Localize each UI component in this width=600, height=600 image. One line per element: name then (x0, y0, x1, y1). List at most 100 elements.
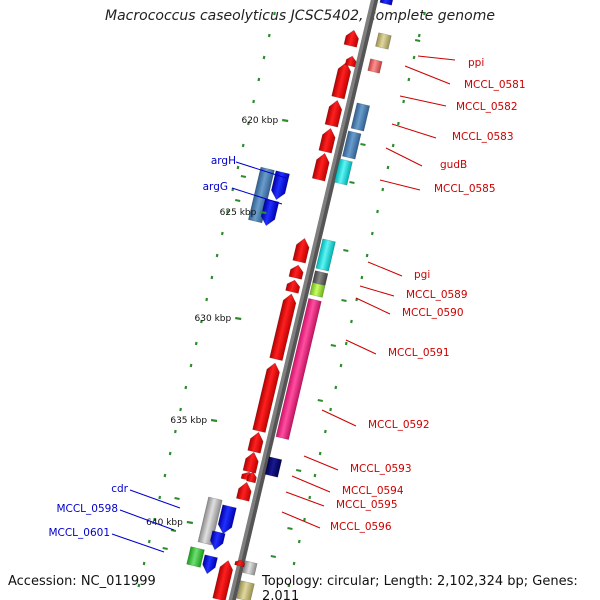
gene-gray-1-shape (242, 560, 258, 576)
tick-mark (281, 118, 289, 123)
gene-khaki-1 (375, 32, 392, 50)
reverse-label-leader (281, 511, 321, 529)
gene-gray-cdr (197, 496, 223, 546)
forward-label-leader (119, 509, 175, 531)
guide-dot (297, 539, 301, 544)
guide-dot (365, 253, 369, 258)
guide-dot (386, 165, 390, 170)
gene-red-8-shape (285, 279, 301, 294)
guide-dot (417, 33, 421, 38)
gene-blue-top (379, 0, 396, 6)
gene-steel-1 (350, 102, 371, 132)
gene-red-small-3-shape (234, 559, 246, 568)
forward-label-leader (231, 187, 283, 205)
gene-red-12-shape (242, 451, 259, 474)
genome-summary-text: Topology: circular; Length: 2,102,324 bp… (262, 574, 578, 600)
feature-dash (343, 249, 349, 252)
reverse-gene-label: pgi (414, 269, 430, 281)
gene-red-3 (324, 99, 343, 128)
figure-title: Macrococcus caseolyticus JCSC5402, compl… (105, 8, 495, 24)
gene-red-small-3 (234, 559, 246, 568)
guide-dot (308, 495, 312, 500)
reverse-label-leader (303, 455, 339, 471)
gene-blue-0601-shape (202, 554, 218, 575)
gene-cyan-2 (315, 238, 336, 272)
gene-red-small-1-shape (344, 55, 357, 68)
guide-dot (215, 253, 219, 258)
guide-dot (236, 165, 240, 170)
reverse-gene-label: MCCL_0591 (388, 347, 450, 359)
genome-backbone (228, 0, 379, 600)
gene-red-2 (331, 62, 352, 100)
gene-red-11-shape (247, 431, 264, 454)
gene-red-15-shape (212, 560, 234, 600)
reverse-label-leader (355, 297, 391, 315)
gene-steel-argH-shape (247, 166, 275, 224)
gene-navy-1-shape (264, 456, 283, 478)
gene-red-10 (252, 362, 280, 433)
reverse-gene-label: MCCL_0582 (456, 101, 518, 113)
reverse-label-leader (345, 339, 377, 355)
gene-features (186, 0, 396, 600)
guide-dot (247, 121, 250, 126)
reverse-gene-label: MCCL_0585 (434, 183, 496, 195)
feature-dash (317, 399, 323, 402)
gene-blue-cdr (217, 504, 237, 535)
gene-red-small-2 (246, 471, 257, 484)
reverse-gene-label: MCCL_0583 (452, 131, 514, 143)
forward-gene-label: cdr (111, 483, 128, 495)
gene-red-6 (292, 237, 310, 264)
forward-gene-label: argG (203, 181, 228, 193)
gene-cyan-1 (333, 158, 353, 186)
guide-dot (334, 385, 338, 390)
gene-red-small-2-shape (246, 471, 257, 484)
feature-dash (170, 529, 177, 532)
tick-label: 630 kbp (195, 314, 232, 324)
guide-dot (402, 99, 405, 104)
gene-salmon-1 (367, 58, 383, 74)
feature-dash (341, 299, 347, 302)
guide-dot (391, 143, 395, 148)
guide-dot (292, 561, 296, 566)
reverse-label-leader (385, 147, 423, 167)
reverse-gene-label: MCCL_0589 (406, 289, 468, 301)
gene-red-14 (235, 481, 252, 502)
accession-text: Accession: NC_011999 (8, 574, 156, 589)
feature-dash (349, 181, 355, 184)
gene-red-15 (212, 560, 234, 600)
reverse-label-leader (399, 95, 447, 107)
gene-red-5 (311, 152, 330, 182)
gene-pink-1 (275, 298, 322, 440)
gene-khaki-2 (236, 580, 255, 600)
guide-dot (179, 407, 182, 412)
gene-green-0601 (186, 546, 205, 568)
gene-lime-1 (309, 282, 326, 298)
feature-dash (414, 39, 421, 42)
gene-blue-0598-shape (209, 530, 226, 551)
reverse-gene-label: MCCL_0592 (368, 419, 430, 431)
reverse-gene-label: gudB (440, 159, 467, 171)
guide-dot (397, 121, 400, 126)
guide-dot (350, 319, 353, 324)
tick-mark (186, 520, 194, 525)
gene-red-8 (285, 279, 301, 294)
gene-lime-1-shape (309, 282, 326, 298)
guide-dot (257, 77, 261, 82)
guide-dot (273, 11, 276, 16)
guide-dot (376, 209, 379, 214)
guide-dot (194, 341, 198, 346)
guide-dot (344, 341, 348, 346)
reverse-label-leader (285, 491, 325, 507)
tick-marks: 620 kbp 625 kbp 630 kbp 635 kbp 640 kbp (146, 39, 421, 558)
forward-label-leader (111, 533, 165, 553)
guide-dot (147, 539, 151, 544)
gene-blue-0601 (202, 554, 218, 575)
gene-steel-2 (342, 130, 362, 160)
reverse-gene-label: MCCL_0581 (464, 79, 526, 91)
gene-red-4 (318, 127, 336, 154)
feature-dash (295, 469, 302, 472)
reverse-label-leader (359, 285, 395, 297)
gene-steel-2-shape (342, 130, 362, 160)
guide-dot (210, 275, 214, 280)
gene-cyan-1-shape (333, 158, 353, 186)
